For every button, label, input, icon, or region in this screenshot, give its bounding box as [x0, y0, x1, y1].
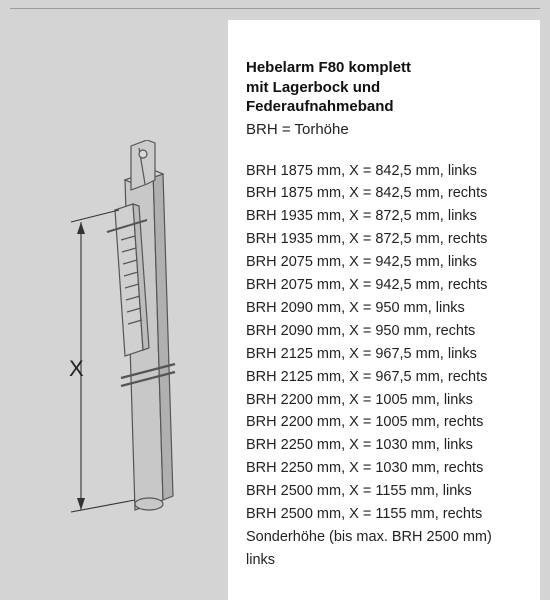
separator-line [10, 8, 540, 9]
spec-line: BRH 1875 mm, X = 842,5 mm, rechts [246, 182, 522, 205]
spec-line: BRH 2500 mm, X = 1155 mm, links [246, 480, 522, 503]
title-line-2: mit Lagerbock und [246, 78, 522, 98]
lever-arm-drawing: X [35, 140, 195, 540]
page: X Hebelarm F80 komplett mit Lagerbock un… [0, 0, 550, 600]
spec-line: BRH 2125 mm, X = 967,5 mm, rechts [246, 366, 522, 389]
spec-line: BRH 2090 mm, X = 950 mm, rechts [246, 320, 522, 343]
spec-line: BRH 2075 mm, X = 942,5 mm, rechts [246, 274, 522, 297]
spec-line: links [246, 549, 522, 572]
spec-line: BRH 1935 mm, X = 872,5 mm, rechts [246, 228, 522, 251]
lever-arm-svg: X [35, 140, 195, 540]
spec-line: BRH 2125 mm, X = 967,5 mm, links [246, 343, 522, 366]
text-column: Hebelarm F80 komplett mit Lagerbock und … [228, 20, 540, 600]
spec-line: BRH 2200 mm, X = 1005 mm, links [246, 389, 522, 412]
title-line-1: Hebelarm F80 komplett [246, 58, 522, 78]
spec-line: BRH 1875 mm, X = 842,5 mm, links [246, 160, 522, 183]
spec-line: BRH 1935 mm, X = 872,5 mm, links [246, 205, 522, 228]
spec-line: BRH 2250 mm, X = 1030 mm, links [246, 434, 522, 457]
spec-line: BRH 2500 mm, X = 1155 mm, rechts [246, 503, 522, 526]
subtitle: BRH = Torhöhe [246, 121, 522, 138]
spec-line: BRH 2090 mm, X = 950 mm, links [246, 297, 522, 320]
spec-line: BRH 2250 mm, X = 1030 mm, rechts [246, 457, 522, 480]
spec-line: Sonderhöhe (bis max. BRH 2500 mm) [246, 526, 522, 549]
spec-line: BRH 2075 mm, X = 942,5 mm, links [246, 251, 522, 274]
spec-line: BRH 2200 mm, X = 1005 mm, rechts [246, 411, 522, 434]
dimension-label: X [69, 356, 84, 381]
title-line-3: Federaufnahmeband [246, 97, 522, 117]
spec-list: BRH 1875 mm, X = 842,5 mm, linksBRH 1875… [246, 160, 522, 572]
